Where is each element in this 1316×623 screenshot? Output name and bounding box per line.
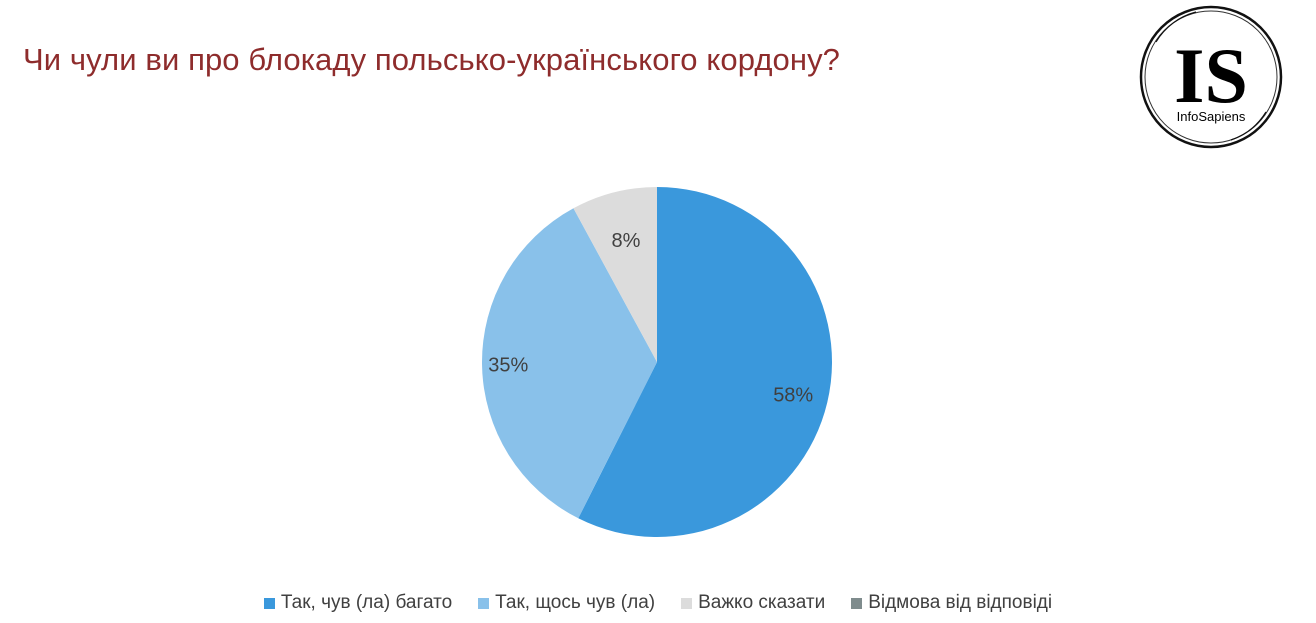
legend-item-1: Так, чув (ла) багато	[263, 592, 453, 614]
chart-title: Чи чули ви про блокаду польсько-українсь…	[23, 42, 841, 77]
logo-letters: IS	[1174, 32, 1248, 119]
infosapiens-logo: IS InfoSapiens	[1139, 5, 1283, 149]
legend-label-2: Так, щось чув (ла)	[495, 592, 656, 613]
legend-item-4: Відмова від відповіді	[851, 592, 1052, 614]
legend-label-1: Так, чув (ла) багато	[280, 592, 453, 613]
legend-swatch-4	[851, 597, 863, 609]
legend-swatch-2	[478, 597, 490, 609]
pie-slices	[481, 187, 832, 537]
pie-slice-3	[573, 187, 657, 362]
legend-item-2: Так, щось чув (ла)	[478, 592, 655, 614]
pie-slice-2	[481, 208, 657, 519]
pie-slice-label-1: 58%	[773, 384, 813, 406]
legend-swatch-1	[263, 597, 275, 609]
legend-swatch-3	[681, 597, 693, 609]
pie-slice-label-3: 8%	[612, 230, 641, 252]
legend-item-3: Важко сказати	[681, 592, 825, 614]
pie-labels: 58% 35% 8%	[488, 230, 813, 406]
legend: Так, чув (ла) багато Так, щось чув (ла) Ва…	[0, 592, 1316, 614]
logo-name: InfoSapiens	[1177, 109, 1246, 124]
legend-label-4: Відмова від відповіді	[868, 592, 1053, 613]
pie-slice-label-2: 35%	[488, 354, 528, 376]
pie-slice-1	[578, 187, 832, 537]
legend-label-3: Важко сказати	[698, 592, 826, 613]
